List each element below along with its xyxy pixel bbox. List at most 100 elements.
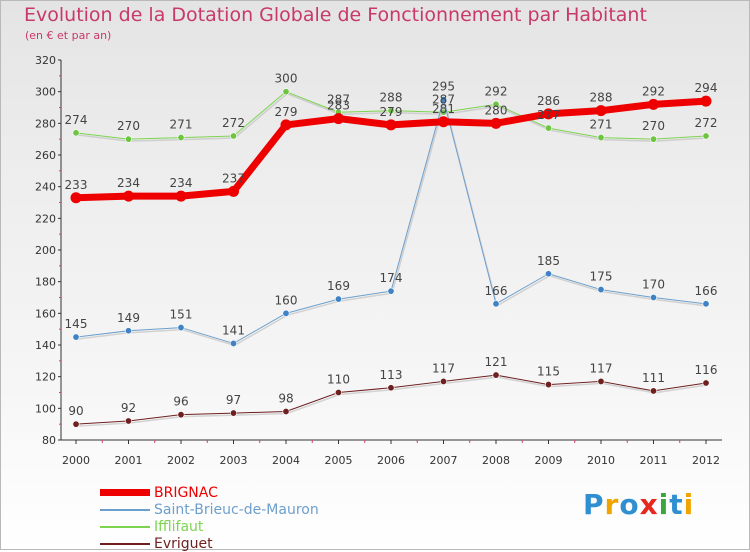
legend-swatch-saint-brieuc: [100, 508, 150, 511]
legend-label-saint-brieuc: Saint-Brieuc-de-Mauron: [154, 501, 319, 518]
data-point: [125, 135, 133, 143]
x-tick-label: 2001: [115, 454, 143, 467]
legend-swatch-ifflifaut: [100, 525, 150, 528]
legend-label-brignac: BRIGNAC: [154, 484, 218, 501]
data-point: [125, 327, 133, 335]
data-label: 283: [327, 99, 350, 113]
data-point: [649, 387, 657, 395]
y-tick-label: 100: [35, 402, 56, 415]
legend-swatch-evriguet: [100, 542, 150, 545]
data-label: 281: [432, 102, 455, 116]
data-point: [387, 107, 395, 115]
y-tick-label: 320: [35, 54, 56, 67]
data-point: [597, 134, 605, 142]
data-label: 234: [117, 176, 140, 190]
data-point: [544, 381, 552, 389]
data-label: 117: [432, 361, 455, 375]
data-label: 170: [642, 278, 665, 292]
data-label: 185: [537, 254, 560, 268]
data-point: [280, 119, 292, 131]
data-point: [123, 190, 134, 202]
data-point: [72, 129, 80, 137]
data-point: [492, 100, 500, 108]
data-label: 288: [590, 91, 613, 105]
data-point: [334, 295, 342, 303]
axes: 80 100 120 140 160 180 200 220 240 260 280 300 320 20…: [35, 54, 722, 467]
legend-item-ifflifaut: Ifflifaut: [100, 518, 319, 535]
data-label: 271: [170, 118, 193, 132]
data-label: 166: [695, 284, 718, 298]
data-point: [597, 286, 605, 294]
y-tick-label: 220: [35, 212, 56, 225]
x-tick-label: 2011: [640, 454, 668, 467]
legend-item-saint-brieuc: Saint-Brieuc-de-Mauron: [100, 501, 319, 518]
logo-letter: P: [583, 488, 605, 521]
data-label: 288: [380, 91, 403, 105]
series-ifflifaut: [72, 88, 710, 143]
y-tick-label: 120: [35, 371, 56, 384]
data-label: 175: [590, 270, 613, 284]
data-label: 174: [380, 271, 403, 285]
data-label: 287: [327, 92, 350, 106]
data-point: [543, 108, 554, 120]
data-point: [333, 113, 344, 125]
data-label: 294: [695, 81, 718, 95]
logo-letter: t: [669, 488, 684, 521]
data-point: [230, 132, 238, 140]
data-label: 279: [380, 105, 403, 119]
data-label: 169: [327, 279, 350, 293]
data-point: [387, 287, 395, 295]
y-tick-label: 240: [35, 181, 56, 194]
data-label: 145: [65, 317, 88, 331]
data-label: 160: [275, 293, 298, 307]
data-point: [282, 407, 290, 415]
data-point: [597, 377, 605, 385]
legend-item-brignac: BRIGNAC: [100, 484, 319, 501]
data-point: [230, 339, 238, 347]
data-label: 166: [485, 284, 508, 298]
data-point: [385, 119, 397, 131]
data-label: 151: [170, 308, 193, 322]
x-tick-label: 2009: [535, 454, 563, 467]
data-label: 274: [65, 113, 88, 127]
legend-label-ifflifaut: Ifflifaut: [154, 518, 204, 535]
y-tick-label: 200: [35, 244, 56, 257]
data-point: [177, 411, 185, 419]
y-tick-label: 160: [35, 307, 56, 320]
chart-title: Evolution de la Dotation Globale de Fonc…: [24, 4, 647, 26]
data-point: [492, 300, 500, 308]
data-label: 279: [275, 105, 298, 119]
data-label: 271: [590, 118, 613, 132]
data-point: [492, 371, 500, 379]
data-point: [544, 124, 552, 132]
data-point: [334, 388, 342, 396]
data-label: 110: [327, 373, 350, 387]
data-label: 149: [117, 311, 140, 325]
data-label: 113: [380, 368, 403, 382]
data-point: [700, 95, 712, 107]
data-label: 292: [485, 84, 508, 98]
data-label: 277: [537, 108, 560, 122]
logo-letter: i: [658, 488, 670, 521]
data-label: 121: [485, 355, 508, 369]
data-point: [282, 88, 290, 96]
data-label: 292: [642, 84, 665, 98]
data-point: [282, 309, 290, 317]
x-tick-label: 2012: [692, 454, 720, 467]
data-label: 280: [485, 103, 508, 117]
series-brignac: [70, 95, 712, 204]
data-label: 272: [695, 116, 718, 130]
data-point: [649, 135, 657, 143]
x-tick-label: 2010: [587, 454, 615, 467]
data-point: [439, 96, 447, 104]
data-label: 287: [432, 92, 455, 106]
data-point: [230, 409, 238, 417]
data-point: [702, 132, 710, 140]
data-point: [438, 116, 449, 128]
data-point: [702, 379, 710, 387]
data-point: [490, 117, 502, 129]
data-label: 237: [222, 171, 245, 185]
y-tick-label: 140: [35, 339, 56, 352]
